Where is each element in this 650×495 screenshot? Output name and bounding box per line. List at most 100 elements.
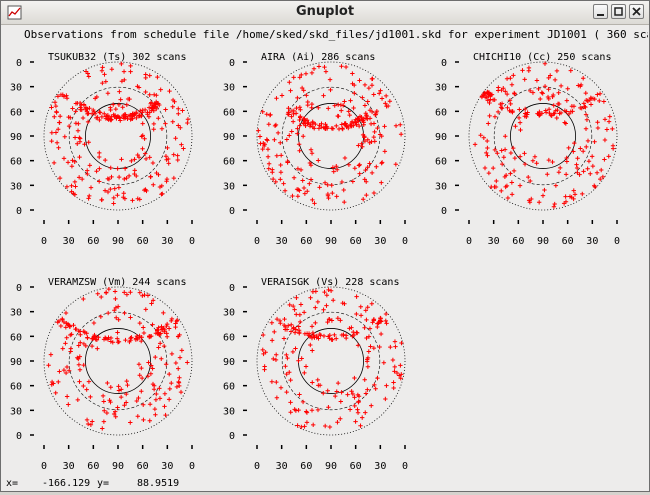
plot-canvas[interactable]: Observations from schedule file /home/sk…: [2, 25, 650, 491]
scan-point: [391, 380, 396, 385]
scan-point: [116, 339, 122, 344]
scan-point: [297, 123, 302, 128]
station-panel: AIRA (Ai) 286 scans 0 30 60 90 60 30 0 0 30 60 90 60…: [223, 52, 408, 247]
scan-point: [128, 336, 133, 341]
scan-point: [367, 161, 372, 166]
scan-point: [522, 161, 528, 167]
scan-point: [354, 294, 359, 299]
scan-point: [271, 356, 276, 362]
scan-point: [78, 107, 83, 112]
scan-point: [64, 335, 69, 341]
scan-point: [393, 162, 399, 167]
scan-point: [166, 397, 172, 402]
scan-point: [379, 180, 384, 185]
scan-point: [56, 379, 61, 385]
close-button[interactable]: [629, 4, 644, 19]
scan-point: [109, 67, 115, 72]
scan-point: [582, 104, 587, 109]
scan-point: [365, 387, 370, 392]
scan-point: [301, 121, 307, 126]
scan-point: [602, 137, 608, 143]
scan-point: [319, 121, 324, 126]
scan-point: [329, 318, 335, 323]
scan-point: [532, 154, 538, 159]
scan-point: [274, 352, 279, 357]
scan-point: [137, 113, 142, 118]
scan-point: [338, 318, 343, 323]
scan-point: [136, 395, 141, 401]
scan-point: [534, 161, 539, 166]
scan-point: [142, 187, 147, 193]
scan-point: [101, 419, 107, 424]
scan-point: [601, 99, 607, 104]
scan-point: [129, 158, 134, 164]
scan-point: [284, 371, 289, 377]
scan-point: [275, 130, 281, 136]
scan-point: [262, 364, 267, 369]
scan-point: [151, 121, 157, 127]
scan-point: [105, 380, 110, 386]
scan-point: [108, 186, 113, 192]
scan-point: [155, 331, 161, 337]
y-tick-label: 30: [223, 83, 235, 94]
scan-point: [295, 126, 300, 131]
title-bar[interactable]: Gnuplot: [1, 1, 649, 25]
scan-point: [179, 348, 185, 353]
scan-point: [334, 123, 339, 129]
scan-point: [100, 80, 105, 86]
scan-point: [297, 392, 302, 397]
scan-point: [108, 385, 113, 390]
scan-point: [579, 105, 584, 111]
scan-point: [86, 379, 92, 384]
scan-point: [309, 408, 315, 413]
panel-title: AIRA (Ai) 286 scans: [261, 52, 375, 63]
scan-point: [290, 193, 295, 199]
scan-point: [494, 178, 499, 184]
scan-point: [326, 195, 331, 201]
scan-point: [310, 289, 316, 294]
scan-point: [155, 74, 160, 80]
scan-point: [578, 146, 583, 151]
scan-point: [105, 310, 111, 316]
scan-point: [487, 100, 492, 106]
gnuplot-app-icon: [7, 5, 22, 20]
scan-point: [121, 113, 126, 118]
scan-point: [157, 386, 162, 391]
scan-point: [273, 122, 279, 128]
scan-point: [104, 290, 109, 295]
scan-point: [136, 85, 142, 90]
scan-point: [550, 159, 555, 165]
scan-point: [114, 315, 119, 320]
scan-point: [352, 395, 357, 400]
scan-point: [54, 110, 59, 115]
scan-point: [164, 331, 169, 336]
x-tick-label: 0: [254, 236, 260, 247]
scan-point: [75, 397, 81, 403]
plot-area[interactable]: Observations from schedule file /home/sk…: [2, 25, 650, 491]
scan-point: [99, 68, 105, 73]
scan-point: [327, 424, 333, 430]
minimize-button[interactable]: [593, 4, 608, 19]
x-tick-label: 0: [41, 236, 47, 247]
scan-point: [88, 422, 94, 428]
scan-point: [112, 409, 118, 414]
scan-point: [169, 318, 174, 324]
scan-point: [97, 166, 102, 171]
scan-point: [526, 174, 531, 180]
scan-point: [115, 193, 120, 198]
scan-point: [49, 130, 55, 135]
scan-point: [156, 345, 161, 350]
scan-point: [169, 351, 175, 357]
scan-point: [100, 393, 106, 399]
maximize-button[interactable]: [611, 4, 626, 19]
scan-point: [185, 360, 190, 365]
scan-point: [554, 115, 559, 121]
scan-point: [282, 316, 287, 322]
scan-point: [143, 75, 148, 81]
scan-point: [122, 196, 128, 201]
scan-point: [509, 82, 515, 87]
scan-point: [315, 377, 320, 383]
scan-point: [383, 318, 388, 324]
scan-point: [339, 126, 345, 131]
scan-point: [486, 170, 492, 176]
